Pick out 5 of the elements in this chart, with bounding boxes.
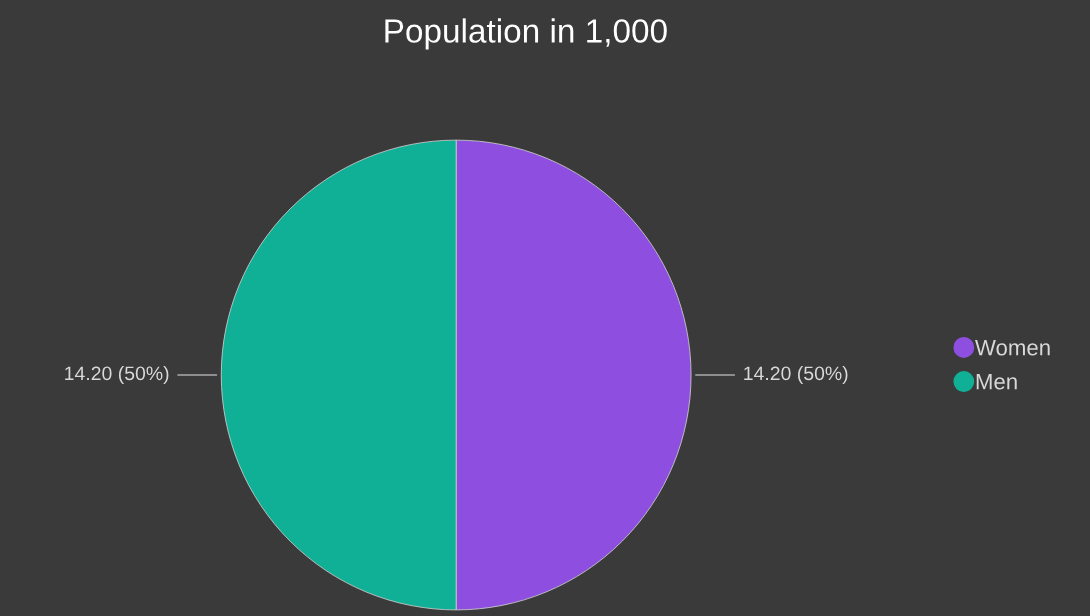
legend-label: Men bbox=[976, 374, 1017, 390]
legend-label: Women bbox=[975, 339, 1050, 356]
data-label: 14.20 (50%) bbox=[744, 365, 848, 385]
chart-title: Population in 1,000 bbox=[385, 18, 667, 50]
data-label: 14.20 (50%) bbox=[65, 365, 169, 385]
